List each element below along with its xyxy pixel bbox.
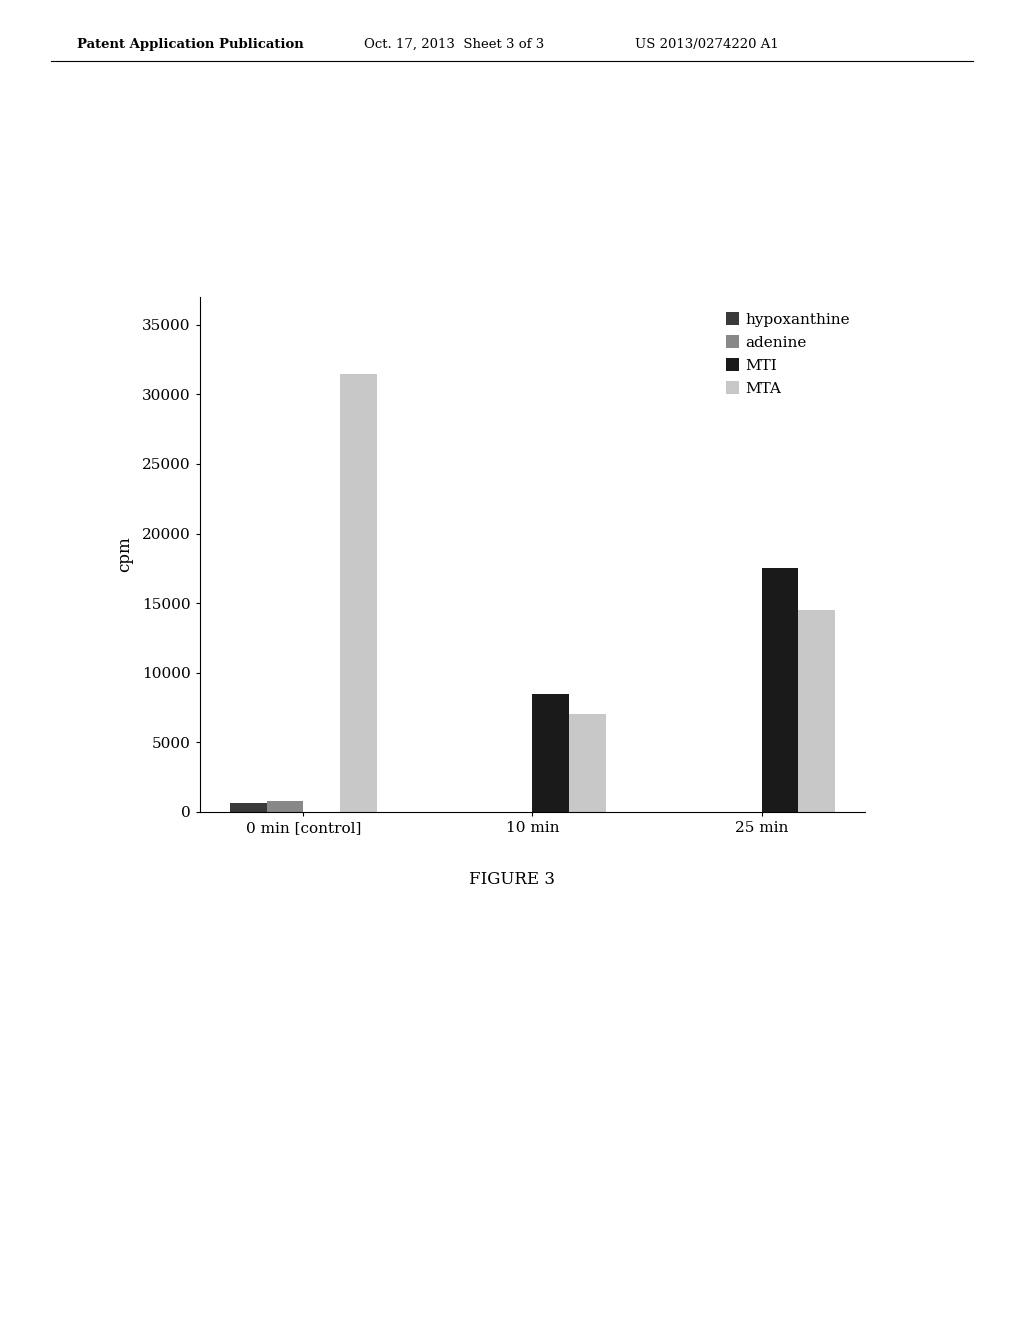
- Text: US 2013/0274220 A1: US 2013/0274220 A1: [635, 37, 778, 50]
- Bar: [799, 610, 835, 812]
- Text: Oct. 17, 2013  Sheet 3 of 3: Oct. 17, 2013 Sheet 3 of 3: [364, 37, 544, 50]
- Bar: [532, 693, 569, 812]
- Bar: [266, 801, 303, 812]
- Bar: [230, 804, 266, 812]
- Bar: [762, 569, 799, 812]
- Text: FIGURE 3: FIGURE 3: [469, 871, 555, 888]
- Bar: [340, 374, 377, 812]
- Legend: hypoxanthine, adenine, MTI, MTA: hypoxanthine, adenine, MTI, MTA: [718, 305, 858, 404]
- Y-axis label: cpm: cpm: [117, 536, 133, 573]
- Text: Patent Application Publication: Patent Application Publication: [77, 37, 303, 50]
- Bar: [569, 714, 606, 812]
